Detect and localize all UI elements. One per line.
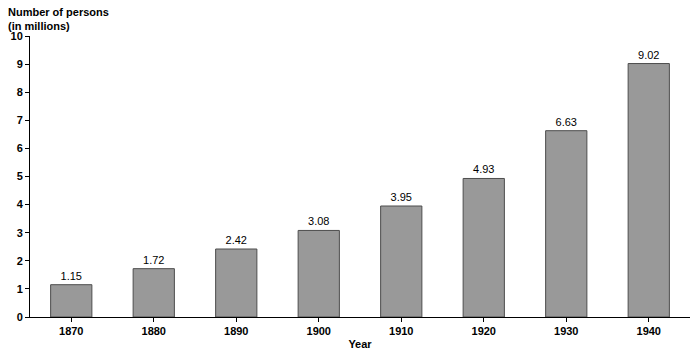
svg-text:1880: 1880 — [142, 325, 166, 337]
svg-text:1940: 1940 — [637, 325, 661, 337]
svg-text:Number of persons(in millions): Number of persons(in millions) — [8, 6, 109, 32]
svg-text:1.15: 1.15 — [61, 270, 82, 282]
svg-text:6.63: 6.63 — [556, 116, 577, 128]
svg-text:1: 1 — [17, 283, 23, 295]
svg-text:9.02: 9.02 — [638, 49, 659, 61]
svg-text:1.72: 1.72 — [143, 254, 164, 266]
svg-text:1930: 1930 — [554, 325, 578, 337]
svg-text:1910: 1910 — [389, 325, 413, 337]
svg-text:6: 6 — [17, 142, 23, 154]
svg-text:10: 10 — [11, 30, 23, 42]
svg-text:3.95: 3.95 — [391, 191, 412, 203]
svg-text:9: 9 — [17, 58, 23, 70]
svg-text:1890: 1890 — [224, 325, 248, 337]
svg-text:2.42: 2.42 — [226, 234, 247, 246]
svg-text:1900: 1900 — [307, 325, 331, 337]
svg-text:4: 4 — [17, 198, 24, 210]
svg-text:1920: 1920 — [472, 325, 496, 337]
svg-text:4.93: 4.93 — [473, 163, 494, 175]
svg-text:3.08: 3.08 — [308, 215, 329, 227]
svg-text:2: 2 — [17, 255, 23, 267]
svg-text:5: 5 — [17, 170, 23, 182]
svg-text:Year: Year — [348, 338, 372, 350]
svg-text:7: 7 — [17, 114, 23, 126]
svg-text:8: 8 — [17, 86, 23, 98]
svg-text:3: 3 — [17, 227, 23, 239]
svg-text:1870: 1870 — [59, 325, 83, 337]
svg-text:0: 0 — [17, 311, 23, 323]
